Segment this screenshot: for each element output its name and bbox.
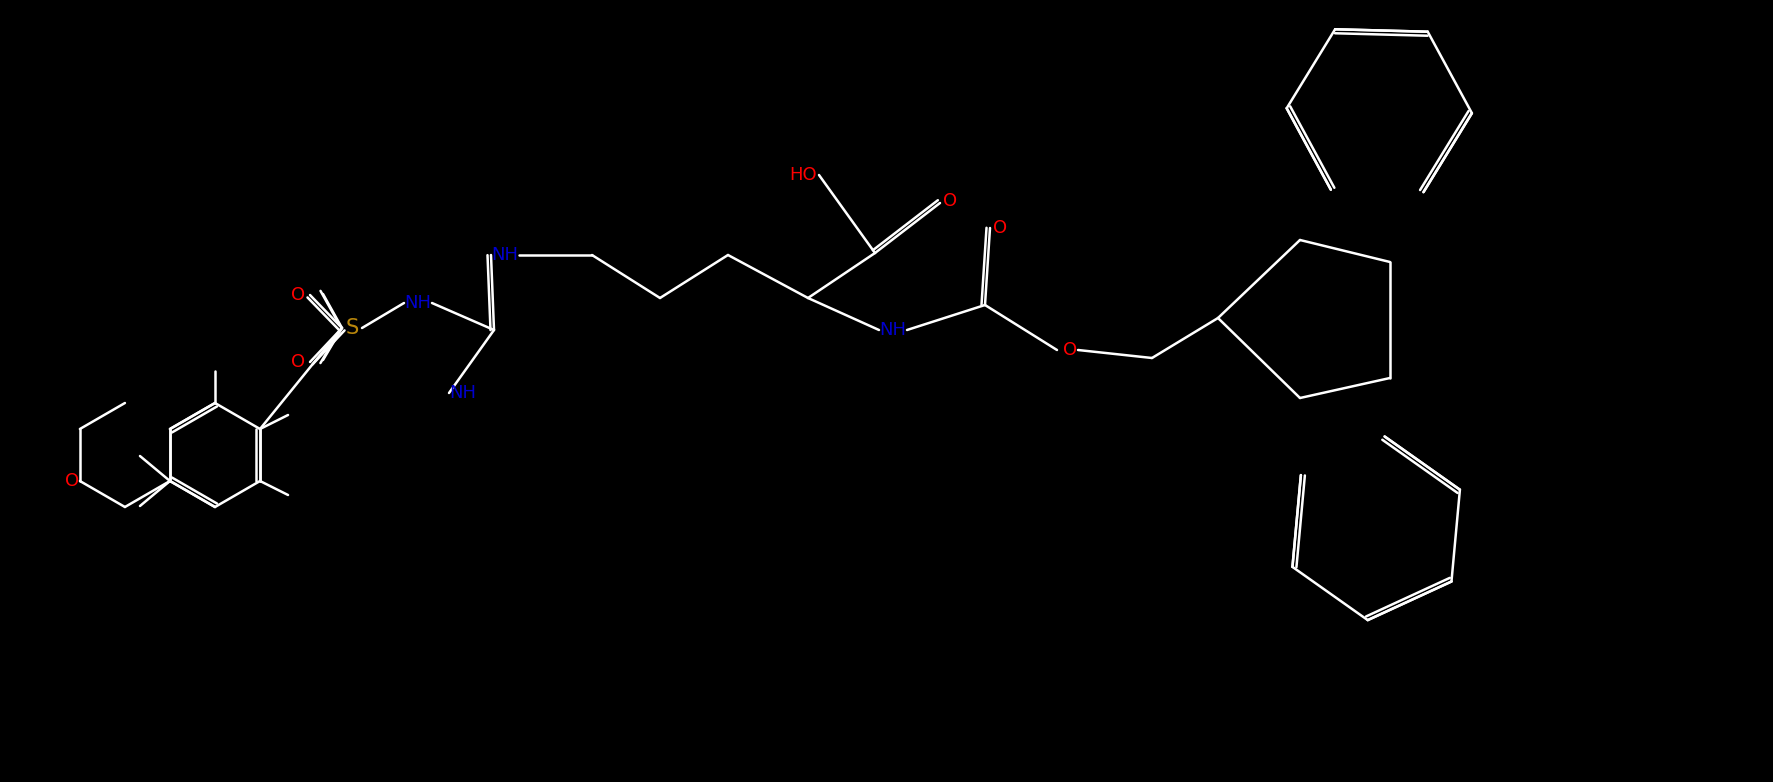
Text: NH: NH	[491, 246, 518, 264]
Text: O: O	[993, 219, 1007, 237]
Text: NH: NH	[879, 321, 906, 339]
Text: HO: HO	[789, 166, 817, 184]
Text: O: O	[291, 286, 305, 304]
Text: S: S	[346, 318, 358, 338]
Text: O: O	[291, 353, 305, 371]
Text: NH: NH	[404, 294, 431, 312]
Text: O: O	[1064, 341, 1076, 359]
Text: O: O	[943, 192, 957, 210]
Text: O: O	[66, 472, 80, 490]
Text: NH: NH	[450, 384, 477, 402]
